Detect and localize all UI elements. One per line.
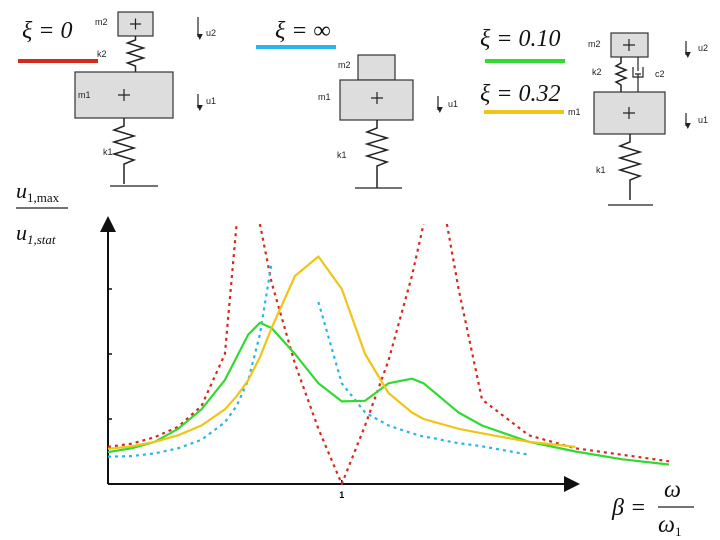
- label: u2: [698, 43, 708, 53]
- curve: [107, 255, 576, 450]
- curve: [107, 321, 669, 466]
- label: c2: [655, 69, 665, 79]
- curve: [107, 224, 669, 486]
- x-label-numerator: ω: [664, 477, 681, 503]
- x-label-denominator: ω1: [658, 512, 681, 539]
- diagram-rigid: m2 m1 k1 u1: [318, 54, 458, 189]
- curves: [107, 224, 669, 486]
- legend-label: ξ = 0: [22, 18, 72, 44]
- x-label-lhs: β =: [611, 495, 646, 521]
- label: k1: [596, 165, 606, 175]
- diagram-undamped: m2 k2 m1 k1 u2 u1: [74, 11, 216, 187]
- legend-label: ξ = ∞: [275, 18, 331, 44]
- plot: 1: [100, 216, 669, 500]
- diagram-damped: m2 k2 c2 m1 k1 u2 u1: [568, 32, 708, 206]
- label: k1: [103, 147, 113, 157]
- x-tick-label: 1: [339, 490, 344, 500]
- label: m2: [338, 60, 351, 70]
- label: m1: [78, 90, 91, 100]
- label: u1: [448, 99, 458, 109]
- y-label-numerator: u1,max: [16, 178, 60, 205]
- label: u1: [206, 96, 216, 106]
- label: k2: [97, 49, 107, 59]
- label: k1: [337, 150, 347, 160]
- y-label-denominator: u1,stat: [16, 220, 56, 247]
- label: u2: [206, 28, 216, 38]
- label: m1: [318, 92, 331, 102]
- label: m2: [588, 39, 601, 49]
- x-axis-label: β = ω ω1: [611, 477, 694, 539]
- curve: [107, 262, 529, 458]
- y-axis-label: u1,max u1,stat: [16, 178, 68, 247]
- label: m1: [568, 107, 581, 117]
- legend-label: ξ = 0.32: [480, 81, 560, 107]
- label: k2: [592, 67, 602, 77]
- label: u1: [698, 115, 708, 125]
- label: m2: [95, 17, 108, 27]
- legend-label: ξ = 0.10: [480, 26, 560, 52]
